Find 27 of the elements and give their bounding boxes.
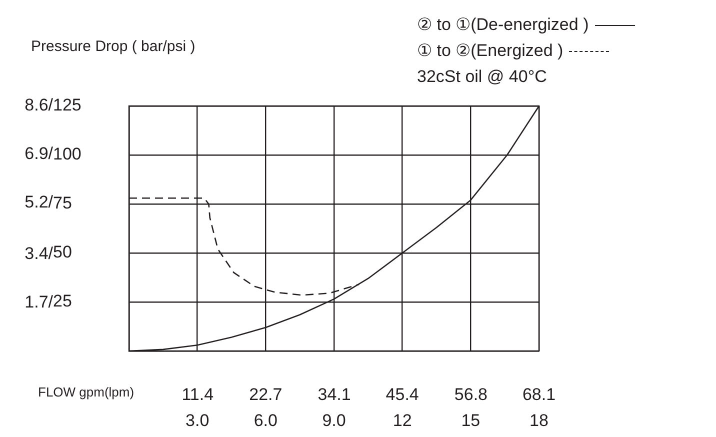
x-tick-label: 9.0 bbox=[322, 410, 346, 430]
y2-tick-label: 5.2/ bbox=[24, 192, 54, 212]
x2-tick-label: 68.1 bbox=[522, 384, 556, 404]
x-tick-label: 12 bbox=[392, 410, 412, 430]
y-tick-label: 100 bbox=[53, 144, 82, 164]
x-axis-title: FLOW gpm(lpm) bbox=[38, 384, 134, 400]
y-tick-label: 25 bbox=[53, 292, 72, 311]
text: 32cSt oil @ 40°C bbox=[417, 66, 547, 88]
y2-tick-label: 6.9/ bbox=[24, 144, 54, 164]
y-tick-label: 75 bbox=[53, 194, 72, 213]
y-tick-label: 125 bbox=[53, 96, 82, 115]
x2-tick-label: 11.4 bbox=[182, 384, 214, 404]
y2-tick-label: 3.4/ bbox=[24, 244, 54, 263]
x-tick-label: 3.0 bbox=[186, 410, 210, 430]
y2-tick-label: 1.7/ bbox=[24, 292, 54, 312]
x2-tick-label: 34.1 bbox=[318, 384, 351, 404]
x-tick-label: 15 bbox=[461, 410, 480, 430]
legend-label: ② to ①(De-energized ) bbox=[417, 14, 589, 36]
y2-tick-label: 8.6/ bbox=[24, 96, 54, 115]
x2-tick-label: 22.7 bbox=[249, 384, 282, 404]
y-axis-title: Pressure Drop ( bar/psi ) bbox=[31, 38, 196, 55]
x-tick-label: 6.0 bbox=[254, 410, 278, 430]
legend-label: ① to ②(Energized ) bbox=[417, 40, 564, 62]
x2-tick-label: 56.8 bbox=[454, 384, 488, 404]
x-tick-label: 18 bbox=[530, 410, 548, 430]
x2-tick-label: 45.4 bbox=[386, 384, 419, 404]
y-tick-label: 50 bbox=[53, 242, 72, 262]
